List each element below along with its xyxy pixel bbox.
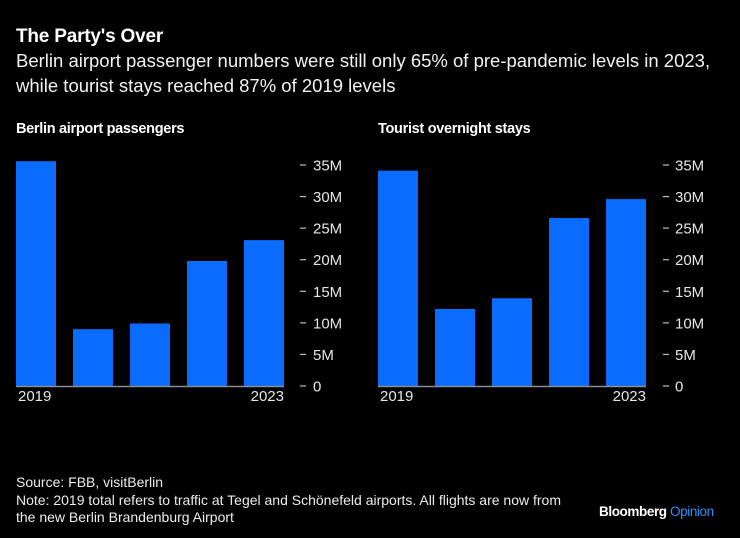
panel-title-tourist-stays: Tourist overnight stays [378, 121, 531, 137]
y-tick-label: 0 [675, 379, 683, 396]
y-tick-label: 25M [675, 221, 704, 238]
y-tick-label: 10M [313, 315, 342, 332]
bar-2022 [187, 260, 227, 386]
bar-2019 [16, 161, 56, 386]
source-note: Source: FBB, visitBerlin [16, 474, 164, 490]
footnote: Note: 2019 total refers to traffic at Te… [16, 491, 562, 526]
x-tick-label: 2023 [613, 388, 646, 405]
x-tick-label: 2019 [18, 388, 51, 405]
brand-section: Opinion [670, 504, 714, 519]
brand-logo: Bloomberg Opinion [599, 504, 714, 519]
y-tick-label: 20M [313, 252, 342, 269]
y-tick-label: 10M [675, 315, 704, 332]
y-tick-label: 15M [675, 284, 704, 301]
bar-2019 [378, 170, 418, 386]
bar-2022 [549, 218, 589, 386]
chart-subtitle: Berlin airport passenger numbers were st… [16, 50, 711, 96]
panel-title-airport-passengers: Berlin airport passengers [16, 121, 185, 137]
bar-2021 [130, 323, 170, 386]
y-tick-label: 5M [675, 347, 696, 364]
bar-2023 [606, 199, 646, 386]
y-tick-label: 25M [313, 221, 342, 238]
x-tick-label: 2019 [380, 388, 413, 405]
y-tick-label: 35M [313, 158, 342, 175]
y-tick-label: 30M [675, 189, 704, 206]
y-tick-label: 0 [313, 379, 321, 396]
x-tick-label: 2023 [251, 388, 284, 405]
y-tick-label: 5M [313, 347, 334, 364]
footer: Source: FBB, visitBerlin Note: 2019 tota… [16, 474, 576, 527]
brand-name: Bloomberg [599, 504, 667, 519]
bar-2020 [73, 329, 113, 386]
y-tick-label: 30M [313, 189, 342, 206]
bar-2021 [492, 298, 532, 386]
bar-2020 [435, 308, 475, 386]
panel-airport-passengers: 0 5M 10M 15M 20M 25M 30M 35M 2019 2023 [16, 158, 342, 405]
panel-tourist-stays: 0 5M 10M 15M 20M 25M 30M 35M 2019 2023 [378, 158, 704, 405]
y-tick-label: 15M [313, 284, 342, 301]
chart-title: The Party's Over [16, 26, 164, 47]
y-tick-label: 35M [675, 158, 704, 175]
bar-2023 [244, 240, 284, 386]
y-tick-label: 20M [675, 252, 704, 269]
